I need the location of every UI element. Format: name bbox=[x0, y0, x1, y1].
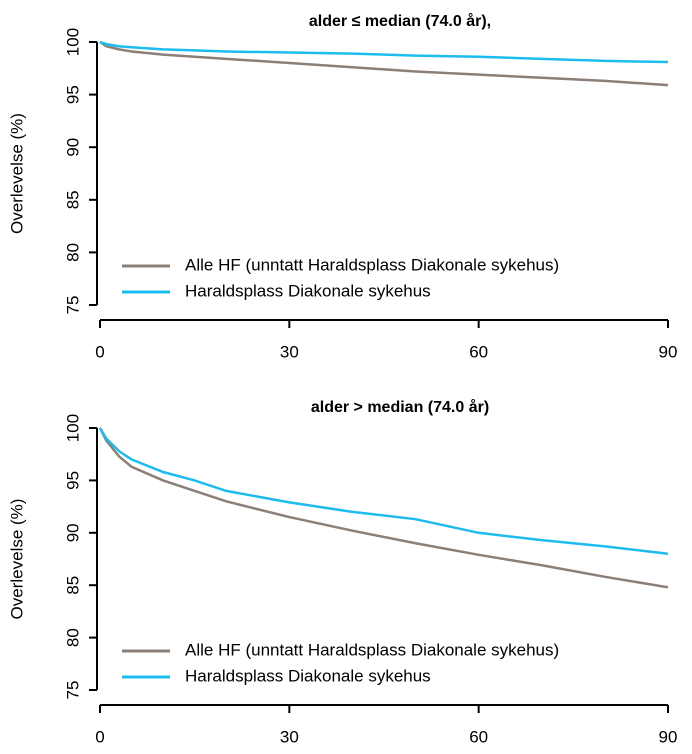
survival-line bbox=[98, 427, 669, 589]
chart-title: alder ≤ median (74.0 år), bbox=[309, 12, 491, 30]
y-tick-label: 95 bbox=[63, 85, 82, 104]
legend-label: Haraldsplass Diakonale sykehus bbox=[185, 281, 431, 300]
survival-line bbox=[99, 40, 669, 64]
y-tick-label: 80 bbox=[63, 243, 82, 262]
y-tick-label: 75 bbox=[63, 681, 82, 700]
y-tick-label: 85 bbox=[63, 190, 82, 209]
y-axis-label: Overlevelse (%) bbox=[7, 113, 26, 234]
y-tick-label: 85 bbox=[63, 576, 82, 595]
x-tick-label: 30 bbox=[280, 727, 299, 746]
x-tick-label: 0 bbox=[95, 342, 104, 361]
x-tick-label: 90 bbox=[659, 342, 678, 361]
y-tick-label: 80 bbox=[63, 628, 82, 647]
x-tick-label: 30 bbox=[280, 342, 299, 361]
x-tick-label: 90 bbox=[659, 727, 678, 746]
survival-line bbox=[98, 427, 669, 556]
y-tick-label: 95 bbox=[63, 471, 82, 490]
y-tick-label: 90 bbox=[63, 138, 82, 157]
legend-label: Alle HF (unntatt Haraldsplass Diakonale … bbox=[185, 255, 559, 274]
survival-line bbox=[99, 40, 669, 87]
y-tick-label: 75 bbox=[63, 296, 82, 315]
y-tick-label: 100 bbox=[63, 414, 82, 442]
legend-label: Haraldsplass Diakonale sykehus bbox=[185, 666, 431, 685]
y-tick-label: 90 bbox=[63, 523, 82, 542]
y-axis-label: Overlevelse (%) bbox=[7, 499, 26, 620]
x-tick-label: 0 bbox=[95, 727, 104, 746]
x-tick-label: 60 bbox=[469, 342, 488, 361]
x-tick-label: 60 bbox=[469, 727, 488, 746]
legend-label: Alle HF (unntatt Haraldsplass Diakonale … bbox=[185, 640, 559, 659]
y-tick-label: 100 bbox=[63, 28, 82, 56]
chart-title: alder > median (74.0 år) bbox=[311, 398, 489, 416]
